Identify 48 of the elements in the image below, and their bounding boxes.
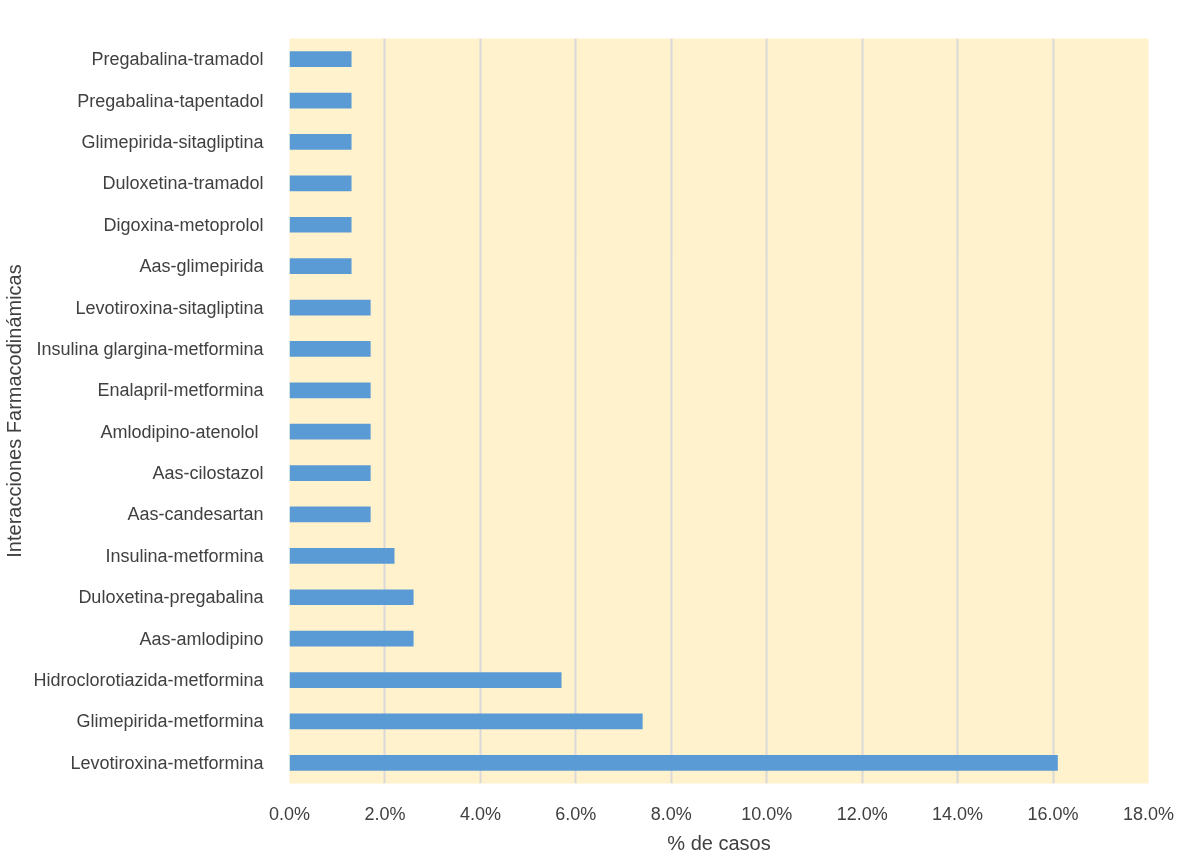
x-tick-label: 8.0% bbox=[650, 803, 692, 824]
y-tick-label: Glimepirida-metformina bbox=[76, 711, 265, 732]
bar bbox=[289, 299, 371, 316]
y-tick-label: Levotiroxina-sitagliptina bbox=[75, 297, 265, 318]
bar bbox=[289, 341, 371, 357]
y-tick-label: Pregabalina-tapentadol bbox=[77, 90, 264, 111]
bar bbox=[289, 506, 371, 523]
bar bbox=[289, 134, 352, 150]
y-tick-label: Digoxina-metoprolol bbox=[103, 214, 264, 235]
y-tick-label: Levotiroxina-metformina bbox=[70, 752, 265, 773]
bar bbox=[289, 630, 414, 647]
y-tick-label: Aas-amlodipino bbox=[139, 628, 264, 649]
y-axis-title: Interacciones Farmacodinámicas bbox=[3, 264, 26, 558]
y-tick-label: Enalapril-metformina bbox=[97, 380, 265, 401]
bar bbox=[289, 465, 371, 481]
bar bbox=[289, 548, 395, 564]
x-tick-label: 10.0% bbox=[741, 803, 793, 824]
bar bbox=[289, 258, 352, 274]
bar bbox=[289, 175, 352, 192]
y-tick-label: Aas-glimepirida bbox=[139, 256, 265, 277]
x-axis-title: % de casos bbox=[667, 831, 771, 854]
y-tick-label: Duloxetina-tramadol bbox=[102, 173, 264, 194]
bar bbox=[289, 423, 371, 440]
y-tick-label: Insulina-metformina bbox=[105, 545, 265, 566]
x-tick-label: 0.0% bbox=[268, 803, 311, 824]
y-tick-label: Duloxetina-pregabalina bbox=[78, 587, 265, 608]
y-tick-label: Amlodipino-atenolol bbox=[100, 421, 259, 442]
y-tick-label: Glimepirida-sitagliptina bbox=[81, 131, 265, 152]
x-tick-label: 4.0% bbox=[459, 803, 501, 824]
bar bbox=[289, 589, 414, 606]
x-tick-label: 12.0% bbox=[836, 803, 888, 824]
y-tick-label: Aas-cilostazol bbox=[152, 463, 264, 484]
x-tick-label: 16.0% bbox=[1027, 803, 1079, 824]
x-tick-label: 18.0% bbox=[1122, 803, 1175, 824]
bar bbox=[289, 754, 1058, 771]
bar bbox=[289, 216, 352, 233]
y-tick-label: Insulina glargina-metformina bbox=[36, 338, 265, 359]
bar bbox=[289, 713, 643, 730]
bar bbox=[289, 92, 352, 109]
x-tick-label: 14.0% bbox=[932, 803, 984, 824]
y-tick-label: Hidroclorotiazida-metformina bbox=[33, 670, 265, 691]
bar bbox=[289, 382, 371, 399]
bar bbox=[289, 672, 562, 688]
y-tick-label: Aas-candesartan bbox=[127, 504, 264, 525]
x-tick-label: 2.0% bbox=[364, 803, 406, 824]
x-tick-label: 6.0% bbox=[555, 803, 597, 824]
y-tick-label: Pregabalina-tramadol bbox=[91, 49, 264, 70]
bar bbox=[289, 51, 352, 68]
